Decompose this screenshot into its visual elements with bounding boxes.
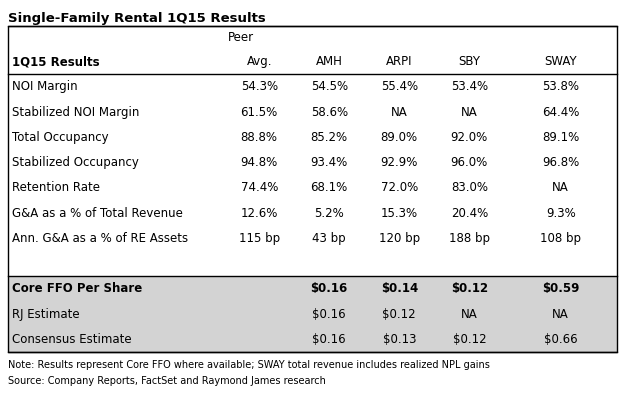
Text: 108 bp: 108 bp	[540, 232, 581, 245]
Text: NA: NA	[391, 106, 408, 119]
Text: NA: NA	[552, 308, 569, 321]
Text: $0.12: $0.12	[451, 282, 488, 295]
Text: ARPI: ARPI	[386, 55, 412, 68]
Text: 64.4%: 64.4%	[542, 106, 579, 119]
Text: NA: NA	[461, 106, 478, 119]
Text: $0.16: $0.16	[312, 333, 346, 346]
Text: $0.12: $0.12	[382, 308, 416, 321]
Text: SWAY: SWAY	[544, 55, 577, 68]
Text: 115 bp: 115 bp	[239, 232, 280, 245]
Text: 89.0%: 89.0%	[381, 131, 418, 144]
Text: G&A as a % of Total Revenue: G&A as a % of Total Revenue	[12, 207, 183, 220]
Text: 53.4%: 53.4%	[451, 81, 488, 93]
Text: Ann. G&A as a % of RE Assets: Ann. G&A as a % of RE Assets	[12, 232, 188, 245]
Text: 92.0%: 92.0%	[451, 131, 488, 144]
Text: NA: NA	[461, 308, 478, 321]
Text: AMH: AMH	[316, 55, 342, 68]
Text: 93.4%: 93.4%	[311, 156, 348, 169]
Text: Stabilized Occupancy: Stabilized Occupancy	[12, 156, 139, 169]
Text: 20.4%: 20.4%	[451, 207, 488, 220]
Text: $0.16: $0.16	[312, 308, 346, 321]
Text: $0.14: $0.14	[381, 282, 418, 295]
Text: 96.0%: 96.0%	[451, 156, 488, 169]
Text: NOI Margin: NOI Margin	[12, 81, 78, 93]
Text: 61.5%: 61.5%	[241, 106, 278, 119]
Text: Consensus Estimate: Consensus Estimate	[12, 333, 132, 346]
Text: 72.0%: 72.0%	[381, 182, 418, 194]
Text: 1Q15 Results: 1Q15 Results	[12, 55, 99, 68]
Text: Source: Company Reports, FactSet and Raymond James research: Source: Company Reports, FactSet and Ray…	[8, 376, 326, 386]
Text: 55.4%: 55.4%	[381, 81, 418, 93]
Text: 9.3%: 9.3%	[546, 207, 576, 220]
Text: 89.1%: 89.1%	[542, 131, 579, 144]
Text: Note: Results represent Core FFO where available; SWAY total revenue includes re: Note: Results represent Core FFO where a…	[8, 360, 490, 370]
Text: 15.3%: 15.3%	[381, 207, 418, 220]
Text: 53.8%: 53.8%	[542, 81, 579, 93]
Bar	[8, 327, 617, 352]
Text: Core FFO Per Share: Core FFO Per Share	[12, 282, 142, 295]
Text: $0.12: $0.12	[452, 333, 486, 346]
Bar	[8, 276, 617, 302]
Text: 58.6%: 58.6%	[311, 106, 348, 119]
Text: Avg.: Avg.	[246, 55, 272, 68]
Text: 120 bp: 120 bp	[379, 232, 420, 245]
Text: 43 bp: 43 bp	[312, 232, 346, 245]
Text: SBY: SBY	[458, 55, 481, 68]
Text: 54.5%: 54.5%	[311, 81, 348, 93]
Text: 96.8%: 96.8%	[542, 156, 579, 169]
Text: $0.66: $0.66	[544, 333, 578, 346]
Text: 85.2%: 85.2%	[311, 131, 348, 144]
Text: 68.1%: 68.1%	[311, 182, 348, 194]
Text: 188 bp: 188 bp	[449, 232, 490, 245]
Text: $0.59: $0.59	[542, 282, 579, 295]
Text: 92.9%: 92.9%	[381, 156, 418, 169]
Text: $0.13: $0.13	[382, 333, 416, 346]
Text: Stabilized NOI Margin: Stabilized NOI Margin	[12, 106, 139, 119]
Text: Total Occupancy: Total Occupancy	[12, 131, 109, 144]
Text: 74.4%: 74.4%	[241, 182, 278, 194]
Text: 12.6%: 12.6%	[241, 207, 278, 220]
Bar	[8, 26, 617, 352]
Text: NA: NA	[552, 182, 569, 194]
Text: Peer: Peer	[228, 31, 254, 44]
Bar	[8, 26, 617, 352]
Text: 83.0%: 83.0%	[451, 182, 488, 194]
Text: Single-Family Rental 1Q15 Results: Single-Family Rental 1Q15 Results	[8, 12, 266, 25]
Text: Retention Rate: Retention Rate	[12, 182, 100, 194]
Text: 88.8%: 88.8%	[241, 131, 278, 144]
Text: $0.16: $0.16	[311, 282, 348, 295]
Text: 94.8%: 94.8%	[241, 156, 278, 169]
Bar	[8, 302, 617, 327]
Text: 54.3%: 54.3%	[241, 81, 278, 93]
Text: 5.2%: 5.2%	[314, 207, 344, 220]
Text: RJ Estimate: RJ Estimate	[12, 308, 79, 321]
